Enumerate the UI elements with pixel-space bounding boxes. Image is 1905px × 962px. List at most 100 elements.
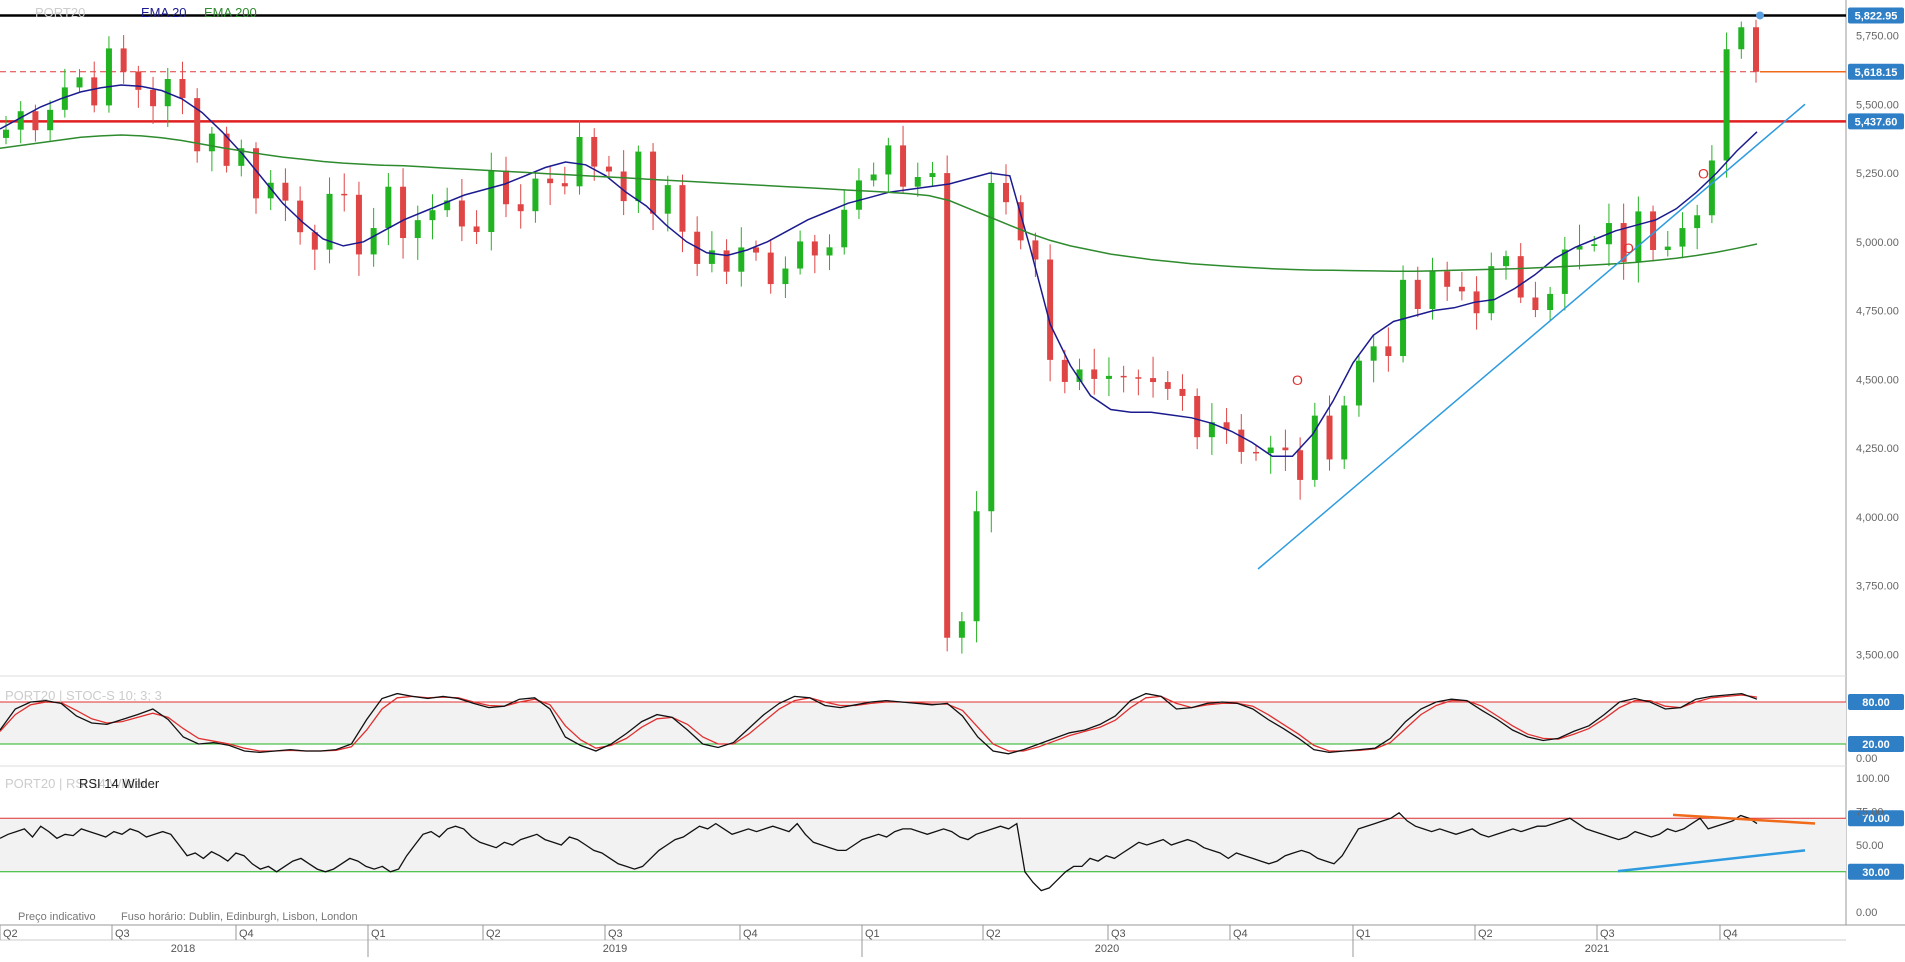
candle-body: [458, 200, 465, 227]
price-level-badge: 5,437.60: [1855, 116, 1898, 128]
candle-body: [591, 136, 598, 167]
candle-body: [1282, 447, 1289, 451]
candle-body: [1753, 27, 1759, 72]
candle-body: [1679, 228, 1686, 247]
candle-body: [1017, 202, 1024, 241]
ema200-legend: EMA 200: [204, 5, 257, 20]
candle-body: [61, 87, 68, 110]
price-tick-label: 3,750.00: [1856, 581, 1899, 593]
price-tick-label: 5,000.00: [1856, 237, 1899, 249]
ema200-line: [0, 134, 1758, 272]
candle-body: [620, 171, 627, 202]
candle-body: [635, 151, 642, 202]
price-level-badge-bg: [1848, 7, 1904, 24]
stoch-k-line: [0, 692, 1758, 755]
stoch-level-badge-bg: [1848, 736, 1904, 752]
candle-body: [223, 133, 230, 166]
price-panel[interactable]: 5,750.00 5,500.00 5,250.00 5,000.00 4,750.00…: [0, 7, 1904, 661]
candle-body: [679, 185, 686, 232]
candle-body: [150, 89, 157, 107]
candle-body: [1150, 378, 1157, 383]
candle-body: [355, 194, 362, 255]
stoch-level-badge-bg: [1848, 694, 1904, 710]
candle-body: [1635, 211, 1642, 262]
candle-body: [370, 228, 377, 255]
candle-body: [870, 174, 877, 181]
candle-body: [1297, 450, 1304, 480]
candle-body: [282, 182, 289, 201]
candle-body: [120, 48, 127, 72]
candle-body: [488, 170, 495, 233]
year-label: 2018: [171, 943, 195, 955]
quarter-label: Q4: [743, 928, 758, 940]
rsi-tick-label: 75.00: [1856, 807, 1884, 819]
candle-body: [1047, 259, 1054, 360]
candle-body: [1576, 246, 1583, 250]
time-axis: Q2 Q3 Q4 Q1 Q2 Q3 Q4 Q1 Q2 Q3 Q4 Q1 Q2 Q3 Q4 2018 2019 20…: [0, 925, 1738, 957]
candle-body: [400, 186, 407, 239]
candle-body: [253, 148, 259, 199]
price-tick-label: 5,500.00: [1856, 99, 1899, 111]
candle-body: [1208, 422, 1215, 438]
candle-body: [973, 511, 980, 622]
rsi-indicator-label: PORT20 | RSI 14 Wilder: [5, 776, 147, 791]
price-tick-label: 5,750.00: [1856, 31, 1899, 43]
quarter-label: Q3: [608, 928, 623, 940]
candle-body: [1517, 256, 1524, 298]
candle-body: [385, 186, 392, 229]
candle-body: [929, 173, 936, 178]
stoch-level-badge: 80.00: [1862, 697, 1890, 709]
candle-body: [914, 177, 921, 187]
candle-body: [3, 129, 9, 138]
stochastic-panel[interactable]: 80.00 20.00 0.00: [0, 692, 1904, 765]
rsi-level-badge: 30.00: [1862, 867, 1890, 879]
candle-body: [1076, 369, 1083, 382]
candle-body: [1723, 49, 1730, 161]
price-tick-label: 3,500.00: [1856, 649, 1899, 661]
candle-body: [605, 166, 612, 172]
candle-body: [473, 226, 480, 233]
rsi-indicator-name: RSI 14 Wilder: [79, 776, 160, 791]
price-tick-label: 4,250.00: [1856, 443, 1899, 455]
timezone-note: Fuso horário: Dublin, Edinburgh, Lisbon,…: [121, 911, 358, 923]
candle-body: [1694, 215, 1701, 229]
year-label: 2020: [1095, 943, 1119, 955]
stoch-tick-label: 0.00: [1856, 753, 1877, 765]
candle-body: [1179, 388, 1186, 396]
rsi-tick-label: 50.00: [1856, 840, 1884, 852]
quarter-label: Q4: [1233, 928, 1248, 940]
rsi-panel[interactable]: 70.00 30.00 100.00 75.00 50.00 0.00: [0, 773, 1904, 919]
candle-body: [944, 173, 951, 638]
candle-body: [194, 98, 201, 152]
ema20-line: [0, 84, 1758, 458]
candle-body: [1326, 415, 1333, 460]
rsi-band: [0, 818, 1846, 872]
candle-body: [311, 232, 318, 250]
candle-body: [797, 241, 804, 269]
price-level-badge: 5,618.15: [1855, 67, 1898, 79]
candle-body: [1355, 360, 1362, 406]
year-label: 2019: [603, 943, 627, 955]
candle-body: [1105, 375, 1112, 379]
candle-body: [444, 200, 451, 211]
candle-body: [958, 621, 965, 638]
candle-body: [135, 71, 142, 90]
rsi-divergence-orange: [1672, 813, 1816, 825]
candle-body: [532, 178, 539, 212]
candle-body: [1091, 369, 1098, 379]
symbol-label: PORT20: [35, 5, 85, 20]
candle-body: [1238, 429, 1245, 452]
candle-body: [1135, 377, 1142, 379]
candle-body: [1532, 297, 1539, 310]
candle-body: [1267, 447, 1274, 454]
candle-body: [32, 111, 39, 131]
candle-body: [1370, 346, 1377, 361]
signal-marker: O: [1292, 372, 1303, 388]
candle-body: [17, 111, 24, 130]
candle-body: [1429, 271, 1436, 310]
candle-body: [650, 151, 657, 214]
quarter-label: Q3: [1600, 928, 1615, 940]
candle-body: [297, 200, 304, 233]
